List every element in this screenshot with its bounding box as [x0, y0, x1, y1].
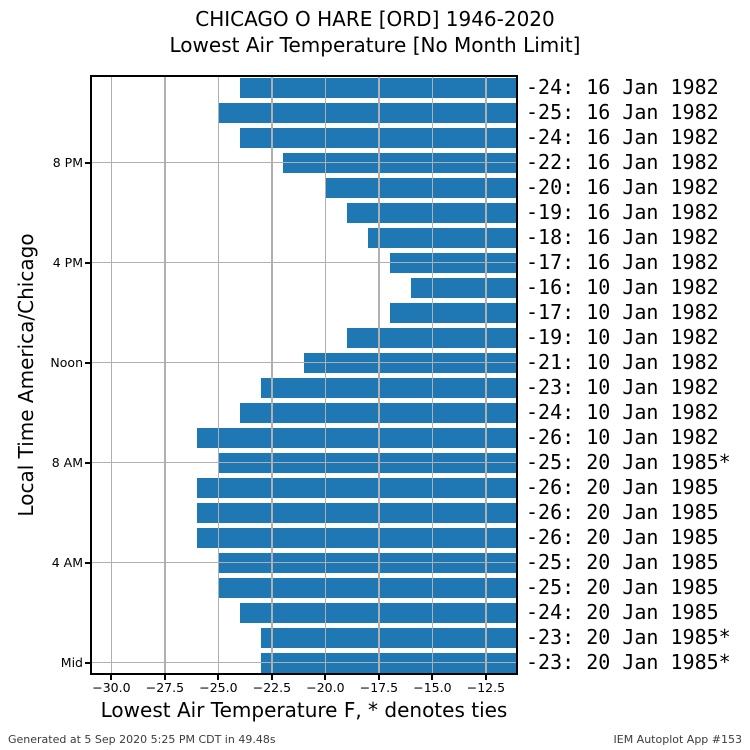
bar-annotation: -21: 10 Jan 1982 — [526, 350, 719, 374]
bar-annotation: -24: 10 Jan 1982 — [526, 400, 719, 424]
bar-annotation: -18: 16 Jan 1982 — [526, 225, 719, 249]
bar-annotation: -26: 20 Jan 1985 — [526, 500, 719, 524]
x-axis-label: Lowest Air Temperature F, * denotes ties — [100, 698, 508, 722]
x-tick-label: −20.0 — [306, 680, 345, 695]
vertical-gridline — [485, 75, 487, 675]
y-tick-label: 8 AM — [51, 454, 83, 470]
bar-annotation: -23: 10 Jan 1982 — [526, 375, 719, 399]
bar-hour-6 — [197, 502, 518, 523]
vertical-gridline — [378, 75, 380, 675]
x-tick-label: −15.0 — [413, 680, 452, 695]
vertical-gridline — [271, 75, 273, 675]
x-tick-mark — [324, 675, 327, 680]
bar-annotation: -26: 10 Jan 1982 — [526, 425, 719, 449]
y-tick-mark — [85, 661, 90, 664]
bar-hour-22 — [218, 102, 518, 123]
horizontal-gridline — [90, 361, 518, 364]
vertical-gridline — [164, 75, 166, 675]
x-tick-label: −27.5 — [145, 680, 185, 695]
bar-hour-3 — [218, 577, 518, 598]
bar-annotation: -25: 20 Jan 1985 — [526, 550, 719, 574]
horizontal-gridline — [90, 561, 518, 564]
bar-hour-1 — [261, 627, 518, 648]
bar-annotation: -22: 16 Jan 1982 — [526, 150, 719, 174]
y-tick-mark — [85, 361, 90, 364]
bar-annotation: -23: 20 Jan 1985* — [526, 650, 731, 674]
plot-area — [90, 75, 518, 675]
bar-hour-7 — [197, 477, 518, 498]
y-tick-label: 4 AM — [51, 554, 83, 570]
y-tick-mark — [85, 161, 90, 164]
y-axis-label: Local Time America/Chicago — [14, 233, 38, 517]
horizontal-gridline — [90, 461, 518, 464]
y-tick-mark — [85, 461, 90, 464]
bar-annotation: -24: 20 Jan 1985 — [526, 600, 719, 624]
y-tick-mark — [85, 561, 90, 564]
y-tick-label: Mid — [60, 654, 83, 670]
bar-annotation: -19: 10 Jan 1982 — [526, 325, 719, 349]
bar-annotation: -17: 16 Jan 1982 — [526, 250, 719, 274]
x-tick-mark — [217, 675, 220, 680]
bar-hour-14 — [389, 302, 518, 323]
y-tick-label: 8 PM — [52, 154, 83, 170]
x-tick-mark — [163, 675, 166, 680]
bar-annotation: -17: 10 Jan 1982 — [526, 300, 719, 324]
x-tick-mark — [377, 675, 380, 680]
bar-hour-19 — [325, 177, 518, 198]
horizontal-gridline — [90, 161, 518, 164]
x-tick-label: −30.0 — [92, 680, 131, 695]
y-tick-label: 4 PM — [52, 254, 83, 270]
chart-subtitle: Lowest Air Temperature [No Month Limit] — [169, 33, 581, 57]
horizontal-gridline — [90, 261, 518, 264]
x-tick-label: −17.5 — [359, 680, 399, 695]
bar-hour-9 — [197, 427, 518, 448]
bar-hour-5 — [197, 527, 518, 548]
x-tick-mark — [431, 675, 434, 680]
bar-annotation: -20: 16 Jan 1982 — [526, 175, 719, 199]
bar-annotations: -24: 16 Jan 1982 -25: 16 Jan 1982 -24: 16 … — [526, 75, 750, 675]
x-tick-label: −22.5 — [252, 680, 292, 695]
bar-annotation: -23: 20 Jan 1985* — [526, 625, 731, 649]
bar-annotation: -25: 16 Jan 1982 — [526, 100, 719, 124]
bar-hour-15 — [411, 277, 518, 298]
x-tick-mark — [270, 675, 273, 680]
bar-annotation: -25: 20 Jan 1985* — [526, 450, 731, 474]
x-tick-mark — [484, 675, 487, 680]
bar-hour-17 — [368, 227, 518, 248]
y-tick-label: Noon — [50, 354, 83, 370]
vertical-gridline — [324, 75, 327, 675]
vertical-gridline — [110, 75, 113, 675]
y-tick-mark — [85, 261, 90, 264]
vertical-gridline — [431, 75, 434, 675]
x-tick-mark — [110, 675, 113, 680]
bar-annotation: -25: 20 Jan 1985 — [526, 575, 719, 599]
x-tick-label: −12.5 — [466, 680, 506, 695]
horizontal-gridline — [90, 661, 518, 664]
x-tick-label: −25.0 — [199, 680, 238, 695]
bar-annotation: -24: 16 Jan 1982 — [526, 75, 719, 99]
bar-annotation: -16: 10 Jan 1982 — [526, 275, 719, 299]
vertical-gridline — [217, 75, 220, 675]
bar-annotation: -26: 20 Jan 1985 — [526, 525, 719, 549]
bar-annotation: -24: 16 Jan 1982 — [526, 125, 719, 149]
chart-title: CHICAGO O HARE [ORD] 1946-2020 — [195, 7, 555, 31]
bar-hour-11 — [261, 377, 518, 398]
bar-annotation: -19: 16 Jan 1982 — [526, 200, 719, 224]
footer-generated-text: Generated at 5 Sep 2020 5:25 PM CDT in 4… — [8, 733, 276, 746]
bar-annotation: -26: 20 Jan 1985 — [526, 475, 719, 499]
footer-app-text: IEM Autoplot App #153 — [613, 733, 743, 746]
